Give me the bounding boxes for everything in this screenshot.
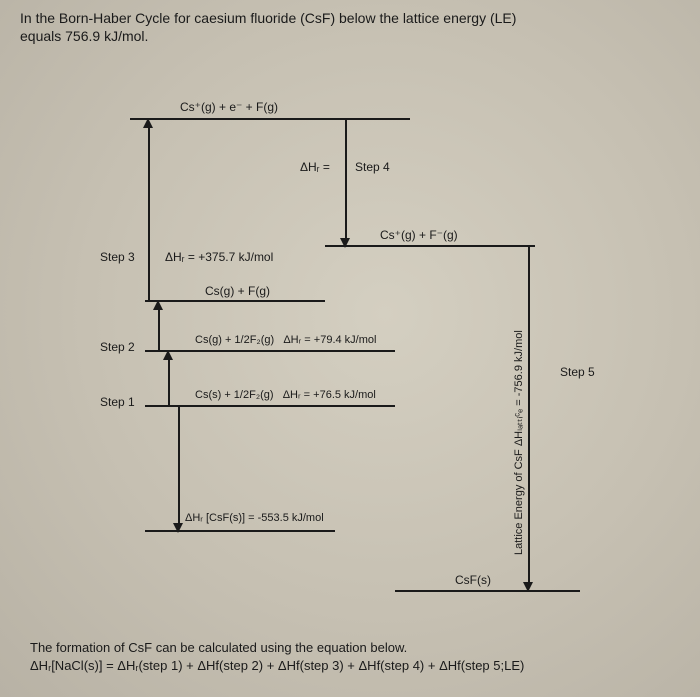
step1-label: Step 1 — [100, 395, 135, 409]
level-csg-halfF2-label: Cs(g) + 1/2F₂(g) ΔHᵣ = +79.4 kJ/mol — [195, 334, 376, 347]
level-hf-rule — [145, 530, 335, 532]
footer-line2: ΔHᵣ[NaCl(s)] = ΔHᵣ(step 1) + ΔHf(step 2)… — [30, 658, 524, 674]
level-css-halfF2-label: Cs(s) + 1/2F₂(g) ΔHᵣ = +76.5 kJ/mol — [195, 389, 376, 402]
level-ions-rule — [325, 245, 535, 247]
step4-dh: ΔHᵣ = — [300, 160, 330, 174]
header-line2: equals 756.9 kJ/mol. — [20, 28, 148, 45]
step5-label: Step 5 — [560, 365, 595, 379]
level-csf-label: CsF(s) — [455, 573, 491, 587]
level-top-label: Cs⁺(g) + e⁻ + F(g) — [180, 100, 278, 114]
step3-dh: ΔHᵣ = +375.7 kJ/mol — [165, 250, 273, 264]
level-ions-label: Cs⁺(g) + F⁻(g) — [380, 228, 458, 242]
level-hf-label: ΔHᵣ [CsF(s)] = -553.5 kJ/mol — [185, 512, 324, 525]
level-csg-fg-rule — [145, 300, 325, 302]
level-top-rule — [130, 118, 410, 120]
level-csg-fg-label: Cs(g) + F(g) — [205, 284, 270, 298]
level-css-halfF2-rule — [145, 405, 395, 407]
page: In the Born-Haber Cycle for caesium fluo… — [0, 0, 700, 697]
level-csg-halfF2-rule — [145, 350, 395, 352]
step4-label: Step 4 — [355, 160, 390, 174]
header-line1: In the Born-Haber Cycle for caesium fluo… — [20, 10, 680, 27]
footer-line1: The formation of CsF can be calculated u… — [30, 640, 407, 656]
step3-label: Step 3 — [100, 250, 135, 264]
step5-vertical-text: Lattice Energy of CsF ΔHₗₐₜₜᵢᶜₑ = -756.9… — [512, 330, 525, 555]
step2-label: Step 2 — [100, 340, 135, 354]
level-csf-rule — [395, 590, 580, 592]
